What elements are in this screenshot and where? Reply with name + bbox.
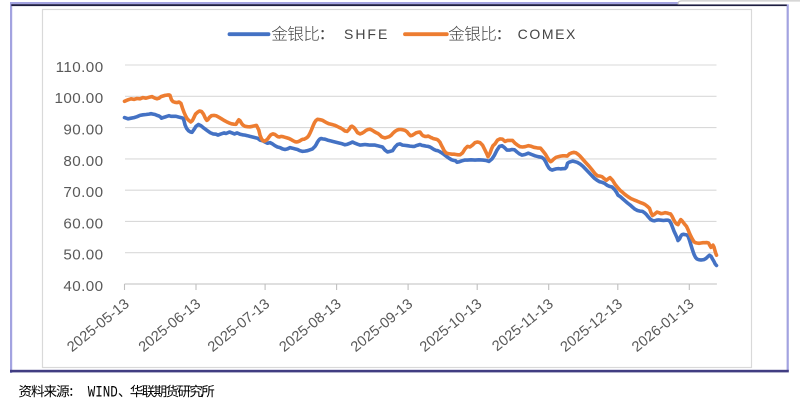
svg-text:110.00: 110.00 bbox=[56, 59, 104, 76]
svg-text:40.00: 40.00 bbox=[63, 278, 103, 295]
svg-text:COMEX: COMEX bbox=[518, 26, 576, 42]
svg-text:90.00: 90.00 bbox=[63, 122, 103, 139]
svg-text:70.00: 70.00 bbox=[63, 184, 103, 201]
svg-text:60.00: 60.00 bbox=[63, 215, 103, 232]
svg-text:100.00: 100.00 bbox=[54, 90, 103, 107]
svg-text:WIND: WIND bbox=[88, 383, 118, 401]
svg-text:50.00: 50.00 bbox=[63, 247, 103, 264]
svg-text:80.00: 80.00 bbox=[63, 153, 103, 170]
